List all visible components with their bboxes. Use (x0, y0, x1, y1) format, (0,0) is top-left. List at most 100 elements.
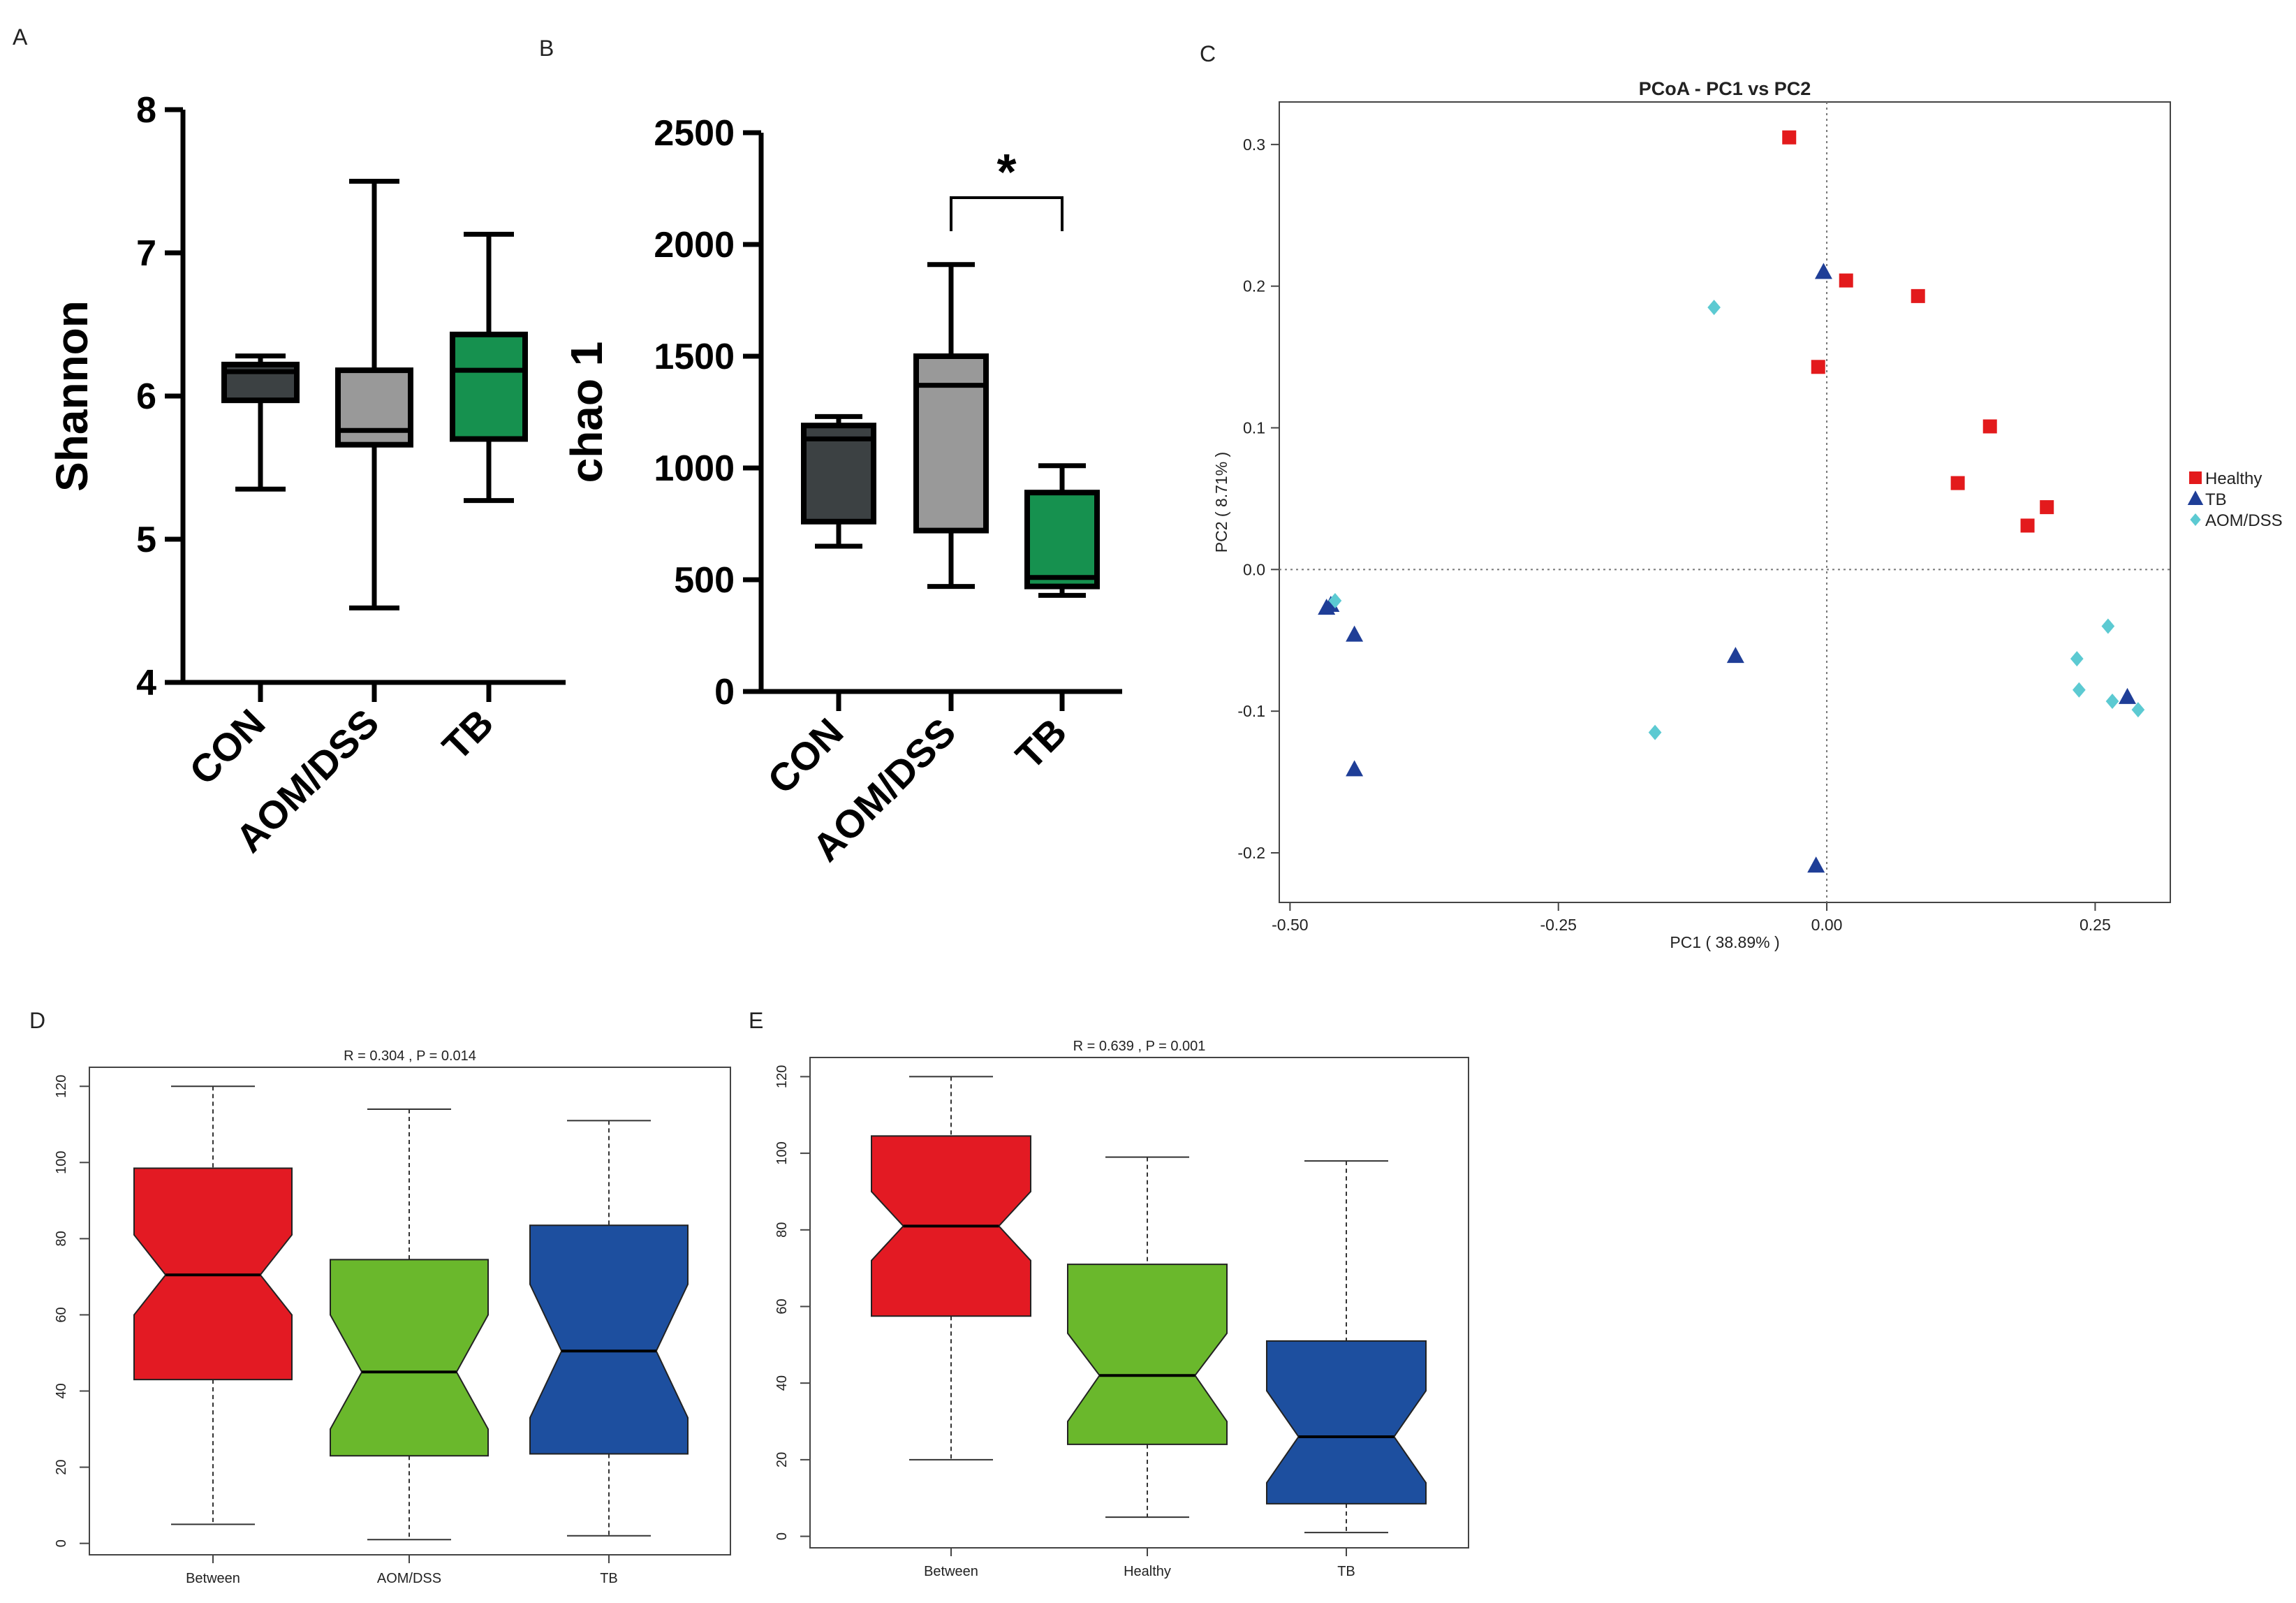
box (1024, 490, 1100, 590)
data-point (1814, 263, 1832, 279)
y-tick-label: 60 (54, 1307, 69, 1322)
y-tick-label: 120 (774, 1065, 790, 1088)
y-tick-label: 20 (54, 1459, 69, 1474)
y-tick-label: 0 (54, 1539, 69, 1547)
x-axis-title: PC1 ( 38.89% ) (1670, 933, 1779, 951)
data-point (1782, 130, 1797, 145)
y-tick-label: 6 (136, 376, 156, 417)
data-point (1346, 625, 1364, 642)
data-point (2119, 687, 2137, 704)
y-tick-label: 0.2 (1243, 277, 1265, 295)
data-point (1328, 592, 1342, 608)
box (335, 367, 413, 448)
notched-box (1067, 1264, 1228, 1445)
legend-label: Healthy (2205, 469, 2262, 488)
y-tick-label: 80 (774, 1222, 790, 1238)
data-point (1707, 300, 1721, 316)
y-tick-label: 500 (674, 560, 735, 601)
x-tick-label: Between (186, 1571, 240, 1586)
legend-label: TB (2205, 490, 2227, 509)
data-point (2105, 693, 2119, 709)
series-aom-dss (1328, 300, 2145, 740)
x-tick-label: CON (759, 710, 852, 803)
panel-c-pcoa-scatter: PCoA - PC1 vs PC2 -0.50 -0.25 0.00 0.25 -0.2 -… (1212, 78, 2283, 951)
data-point (2020, 518, 2035, 533)
y-tick-label: 0 (714, 672, 735, 712)
panel-label-a: A (13, 24, 28, 50)
y-tick-label: 1000 (654, 448, 735, 489)
y-tick-label: 60 (774, 1298, 790, 1314)
x-tick-label: TB (1337, 1564, 1355, 1579)
notched-box (529, 1224, 689, 1455)
x-tick-label: -0.50 (1272, 916, 1308, 934)
y-tick-label: 0 (774, 1532, 790, 1540)
x-tick-label: TB (1007, 710, 1075, 777)
y-tick-label: 0.3 (1243, 136, 1265, 154)
y-axis-title: chao 1 (561, 342, 612, 483)
data-point (1648, 724, 1662, 740)
y-tick-label: 20 (774, 1452, 790, 1467)
panel-d-anosim-boxplot: R = 0.304 , P = 0.014 0 20 40 60 80 100 120 Betw… (54, 1048, 731, 1586)
y-tick-label: 7 (136, 233, 156, 274)
data-point (1982, 419, 1997, 434)
y-tick-label: 2000 (654, 225, 735, 265)
data-point (2070, 651, 2084, 667)
panel-label-c: C (1200, 41, 1216, 66)
data-point (1911, 288, 1925, 303)
legend-label: AOM/DSS (2205, 511, 2283, 530)
y-tick-label: 40 (54, 1383, 69, 1398)
plot-frame (1279, 101, 2171, 903)
y-tick-label: 0.1 (1243, 419, 1265, 437)
x-tick-label: TB (434, 701, 501, 768)
y-tick-label: 1500 (654, 337, 735, 377)
x-tick-label: Healthy (1124, 1564, 1171, 1579)
y-tick-label: 100 (774, 1141, 790, 1164)
x-tick-label: -0.25 (1540, 916, 1576, 934)
legend-marker (2187, 490, 2204, 505)
series-tb (1318, 263, 2137, 873)
data-point (2101, 618, 2115, 634)
chart-title: R = 0.639 , P = 0.001 (1073, 1039, 1206, 1054)
data-point (2072, 682, 2086, 698)
y-tick-label: -0.1 (1237, 702, 1265, 720)
y-tick-label: 5 (136, 520, 156, 560)
significance-star: * (996, 145, 1016, 200)
panel-e-anosim-boxplot: R = 0.639 , P = 0.001 0 20 40 60 80 100 120 Betw… (774, 1039, 1469, 1579)
chart-title: R = 0.304 , P = 0.014 (344, 1048, 476, 1064)
notched-box (1266, 1340, 1427, 1505)
x-tick-label: AOM/DSS (377, 1571, 441, 1586)
panel-label-e: E (749, 1008, 763, 1033)
panel-label-d: D (29, 1008, 45, 1033)
y-tick-label: 120 (54, 1075, 69, 1098)
data-point (1346, 760, 1364, 777)
series-healthy (1782, 130, 2054, 533)
data-point (1807, 856, 1825, 873)
y-tick-label: 40 (774, 1375, 790, 1391)
data-point (1726, 647, 1744, 664)
data-point (2040, 500, 2054, 515)
y-axis-title: PC2 ( 8.71% ) (1212, 452, 1230, 552)
panel-label-b: B (539, 36, 554, 61)
data-point (1839, 273, 1853, 288)
data-point (1811, 360, 1825, 374)
x-tick-label: Between (924, 1564, 978, 1579)
x-tick-label: TB (600, 1571, 618, 1586)
legend-marker (2189, 471, 2202, 484)
data-point (2131, 702, 2145, 718)
box (913, 353, 989, 534)
box (801, 423, 876, 525)
data-point (1950, 476, 1965, 490)
y-tick-label: 4 (136, 663, 156, 703)
legend-marker (2190, 513, 2201, 526)
y-axis-title: Shannon (47, 300, 97, 492)
y-tick-label: 0.0 (1243, 560, 1265, 578)
x-tick-label: 0.00 (1811, 916, 1843, 934)
notched-box (330, 1259, 489, 1457)
significance-bracket (950, 196, 1064, 231)
box (450, 331, 528, 442)
y-tick-label: -0.2 (1237, 844, 1265, 862)
x-tick-label: 0.25 (2080, 916, 2111, 934)
